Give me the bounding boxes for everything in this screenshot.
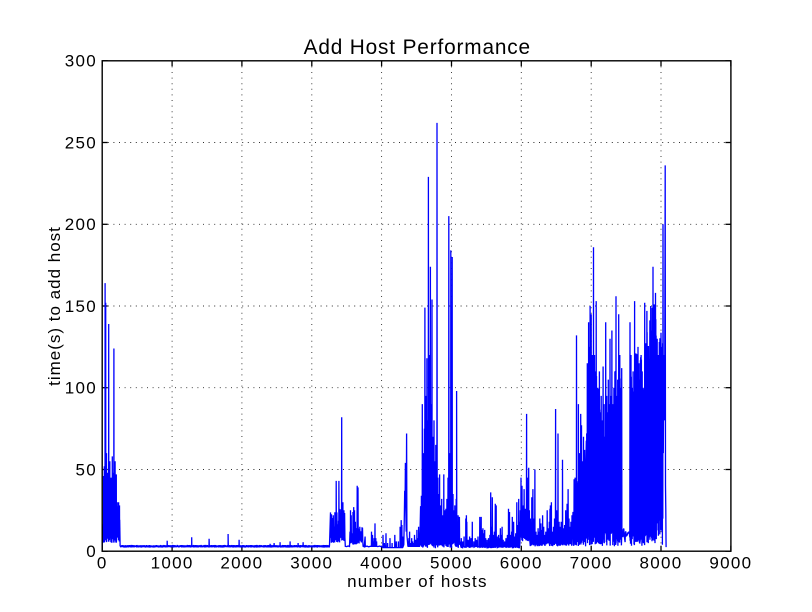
svg-text:6000: 6000 [500,553,543,572]
svg-text:8000: 8000 [639,553,682,572]
svg-text:0: 0 [97,553,108,572]
svg-text:250: 250 [65,133,97,152]
svg-text:150: 150 [65,297,97,316]
svg-text:time(s) to add host: time(s) to add host [45,226,64,386]
svg-text:0: 0 [86,542,97,561]
svg-text:9000: 9000 [709,553,752,572]
svg-text:7000: 7000 [570,553,613,572]
svg-text:2000: 2000 [220,553,263,572]
svg-text:100: 100 [65,379,97,398]
svg-text:200: 200 [65,215,97,234]
svg-text:Add Host Performance: Add Host Performance [304,36,531,59]
svg-text:5000: 5000 [430,553,473,572]
svg-text:number of hosts: number of hosts [347,572,488,591]
svg-text:4000: 4000 [360,553,403,572]
svg-text:1000: 1000 [151,553,194,572]
svg-text:50: 50 [75,460,97,479]
svg-text:300: 300 [65,52,97,71]
svg-text:3000: 3000 [290,553,333,572]
